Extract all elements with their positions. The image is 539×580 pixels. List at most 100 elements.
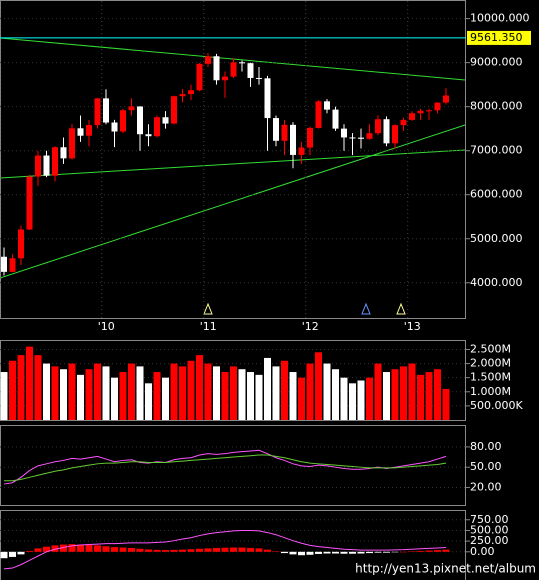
candle-body bbox=[417, 110, 424, 114]
y-tick-label: 80.00 bbox=[470, 440, 502, 453]
indicator-line bbox=[4, 454, 447, 482]
volume-bar bbox=[136, 366, 144, 420]
candle-body bbox=[171, 96, 177, 124]
volume-bar bbox=[170, 363, 178, 420]
histogram-bar bbox=[187, 549, 195, 552]
candle-body bbox=[349, 137, 356, 139]
histogram-bar bbox=[306, 551, 314, 555]
x-tick-label: '10 bbox=[98, 320, 115, 333]
histogram-bar bbox=[153, 549, 161, 552]
histogram-bar bbox=[221, 547, 229, 552]
histogram-bar bbox=[119, 547, 127, 552]
y-tick-label: 2.000M bbox=[470, 357, 511, 370]
candle-body bbox=[94, 98, 101, 126]
volume-bar bbox=[162, 377, 169, 420]
candle-body bbox=[366, 133, 373, 139]
histogram-bar bbox=[400, 551, 407, 553]
trend-line bbox=[0, 124, 466, 279]
volume-bar bbox=[264, 357, 271, 420]
volume-bar bbox=[60, 369, 67, 420]
y-tick-label: 250.00 bbox=[470, 534, 509, 547]
candle-body bbox=[256, 77, 262, 79]
candle-body bbox=[18, 229, 24, 259]
candle-body bbox=[332, 109, 339, 129]
candle-body bbox=[154, 117, 160, 137]
candle-body bbox=[298, 147, 305, 155]
volume-bar bbox=[26, 346, 33, 420]
volume-bar bbox=[349, 383, 356, 420]
candle-body bbox=[443, 95, 449, 103]
y-tick-label: 500.00 bbox=[470, 523, 509, 536]
volume-bar bbox=[366, 377, 373, 420]
candle-body bbox=[281, 124, 288, 141]
y-tick-label: 9000.000 bbox=[470, 56, 523, 69]
volume-bar bbox=[434, 369, 441, 420]
candle-body bbox=[358, 137, 364, 139]
candle-body bbox=[205, 56, 211, 64]
volume-bar bbox=[255, 374, 263, 420]
histogram-bar bbox=[340, 551, 348, 554]
y-tick-label: 500.000K bbox=[470, 399, 523, 412]
candle-body bbox=[26, 176, 33, 230]
candle-body bbox=[247, 63, 254, 78]
macd-panel-frame bbox=[0, 510, 466, 580]
histogram-bar bbox=[196, 548, 203, 552]
y-tick-label: 0.00 bbox=[470, 545, 495, 558]
volume-bar bbox=[187, 360, 195, 420]
candle-body bbox=[375, 119, 381, 134]
volume-bar bbox=[408, 363, 416, 420]
candle-body bbox=[52, 147, 58, 176]
histogram-bar bbox=[204, 548, 212, 552]
volume-bar bbox=[34, 355, 42, 420]
y-tick-label: 10000.000 bbox=[470, 12, 530, 25]
volume-bar bbox=[213, 366, 220, 420]
histogram-bar bbox=[374, 551, 382, 553]
histogram-bar bbox=[68, 544, 76, 552]
volume-bar bbox=[230, 366, 237, 420]
histogram-bar bbox=[281, 551, 288, 554]
histogram-bar bbox=[170, 549, 178, 552]
volume-bar bbox=[77, 374, 84, 420]
volume-bar bbox=[238, 369, 246, 420]
volume-bar bbox=[94, 363, 101, 420]
candle-body bbox=[409, 113, 415, 120]
trend-lines bbox=[0, 37, 466, 279]
candle-body bbox=[35, 155, 41, 177]
y-tick-label: 20.00 bbox=[470, 480, 502, 493]
volume-bar bbox=[145, 383, 152, 420]
marker bbox=[361, 302, 371, 315]
histogram-bar bbox=[43, 546, 50, 552]
volume-bar bbox=[289, 372, 297, 420]
volume-bar bbox=[51, 366, 59, 420]
histogram-bar bbox=[17, 551, 25, 555]
volume-bar bbox=[111, 377, 118, 420]
histogram-bar bbox=[417, 550, 424, 552]
histogram-bar bbox=[162, 550, 169, 552]
histogram-bar bbox=[366, 551, 373, 554]
histogram-bar bbox=[136, 548, 144, 552]
y-tick-label: 1.500M bbox=[470, 371, 511, 384]
histogram-bar bbox=[408, 551, 416, 552]
candle-body bbox=[162, 117, 169, 124]
volume-bar bbox=[17, 355, 25, 420]
histogram-bar bbox=[289, 551, 297, 555]
marker bbox=[396, 302, 406, 315]
volume-bar bbox=[357, 380, 365, 420]
candle-body bbox=[43, 155, 50, 176]
volume-bar bbox=[204, 363, 212, 420]
histogram-bar bbox=[315, 551, 322, 554]
volume-bar bbox=[9, 360, 16, 420]
histogram-bar bbox=[213, 547, 220, 552]
histogram-bar bbox=[425, 550, 433, 552]
signal-markers bbox=[203, 302, 406, 315]
histogram-bar bbox=[145, 549, 152, 552]
volume-bar bbox=[391, 369, 399, 420]
volume-bar bbox=[68, 363, 76, 420]
candle-body bbox=[341, 128, 347, 138]
histogram-bar bbox=[391, 551, 399, 553]
candle-body bbox=[392, 125, 398, 144]
histogram-bar bbox=[230, 547, 237, 552]
volume-bar bbox=[119, 372, 127, 420]
candle-body bbox=[86, 125, 92, 136]
trend-line bbox=[0, 149, 466, 179]
